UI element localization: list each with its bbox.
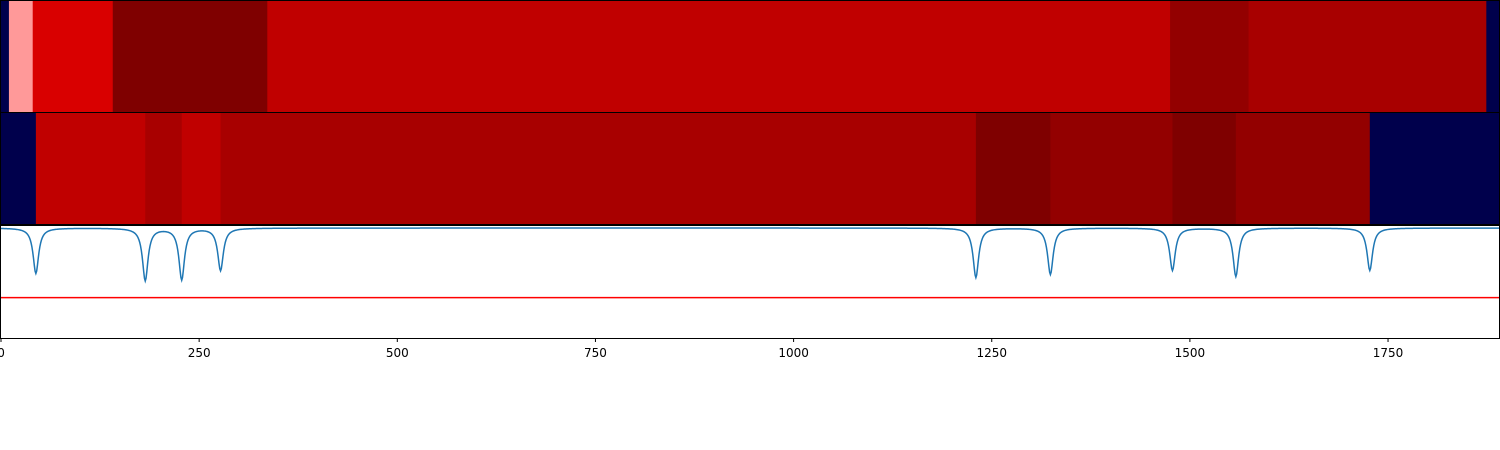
heatmap-segment — [8, 1, 34, 113]
x-tick-label: 1500 — [1175, 346, 1206, 360]
x-tick-label: 250 — [188, 346, 211, 360]
heatmap-segment — [32, 1, 114, 113]
heatmap-panel-top — [0, 0, 1500, 114]
heatmap-segment — [145, 113, 183, 225]
heatmap-segment — [1050, 113, 1173, 225]
line-panel-bottom — [0, 224, 1500, 339]
x-tick-label: 0 — [0, 346, 5, 360]
heatmap-segment — [1248, 1, 1487, 113]
heatmap-segment — [35, 113, 146, 225]
heatmap-segment — [1486, 1, 1500, 113]
x-tick-label: 750 — [584, 346, 607, 360]
heatmap-segment — [220, 113, 977, 225]
heatmap-segment — [1235, 113, 1371, 225]
heatmap-segment — [181, 113, 222, 225]
heatmap-segment — [1369, 113, 1500, 225]
x-tick-label: 1000 — [778, 346, 809, 360]
x-tick-label: 500 — [386, 346, 409, 360]
heatmap-segment — [112, 1, 268, 113]
heatmap-segment — [1, 113, 37, 225]
signal-line — [0, 227, 1499, 284]
x-axis: 0 250 500 750 1000 1250 1500 1750 — [0, 338, 1403, 360]
heatmap-segment — [1170, 1, 1250, 113]
heatmap-segment — [267, 1, 1171, 113]
heatmap-segment — [1172, 113, 1237, 225]
heatmap-segment — [975, 113, 1051, 225]
x-tick-label: 1750 — [1373, 346, 1404, 360]
heatmap-panel-middle — [0, 112, 1500, 226]
heatmap-segment — [1, 1, 10, 113]
x-tick-label: 1250 — [976, 346, 1007, 360]
